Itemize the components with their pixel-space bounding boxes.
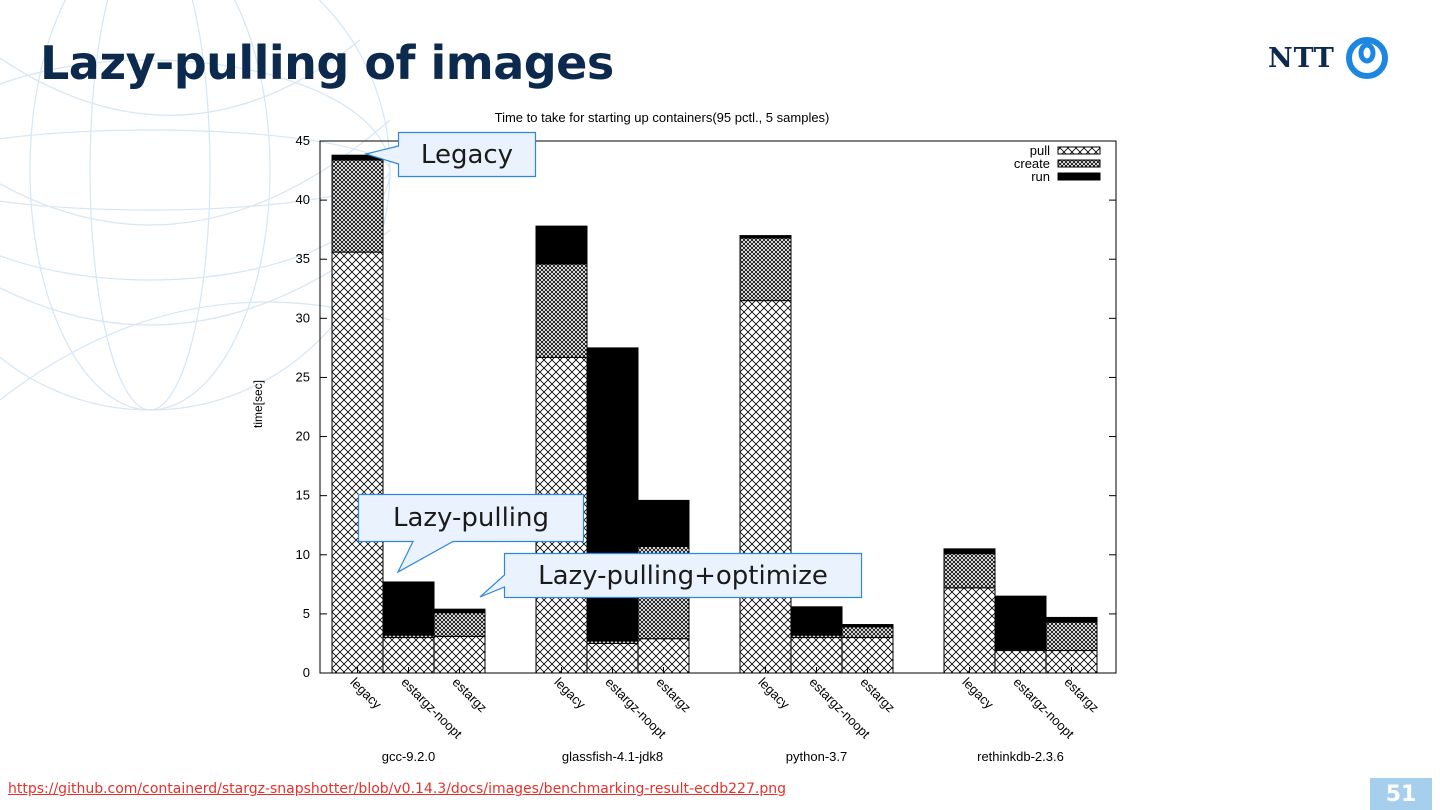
bar-segment-run bbox=[433, 608, 486, 614]
legend-swatch-pull bbox=[1057, 146, 1101, 155]
bar-segment-create bbox=[331, 159, 384, 253]
y-tick-label: 0 bbox=[303, 665, 310, 680]
y-tick-label: 35 bbox=[296, 251, 310, 266]
bar-segment-pull bbox=[739, 300, 792, 674]
ntt-ring-icon bbox=[1345, 37, 1388, 79]
bar-segment-create bbox=[943, 553, 996, 589]
legend-label: run bbox=[1031, 169, 1050, 184]
y-tick-label: 40 bbox=[296, 192, 310, 207]
callout-lazy-pulling-text: Lazy-pulling bbox=[392, 503, 549, 533]
y-tick-label: 20 bbox=[296, 429, 310, 444]
legend-swatch-create bbox=[1057, 159, 1101, 168]
slide-title: Lazy-pulling of images bbox=[40, 36, 614, 90]
callout-lazy-pulling-optimize-text: Lazy-pulling+optimize bbox=[538, 560, 828, 591]
legend-swatch-run bbox=[1057, 172, 1101, 181]
page-number-badge: 51 bbox=[1370, 778, 1432, 810]
x-tick-label: legacy bbox=[347, 675, 385, 713]
bar-segment-create bbox=[433, 612, 486, 637]
y-tick-label: 15 bbox=[296, 488, 310, 503]
y-tick-label: 25 bbox=[296, 369, 310, 384]
plot-frame bbox=[319, 140, 1117, 674]
group-label: gcc-9.2.0 bbox=[382, 749, 435, 764]
x-tick-label: legacy bbox=[551, 675, 589, 713]
startup-time-chart: Time to take for starting up containers(… bbox=[251, 110, 1117, 764]
logo-text: NTT bbox=[1268, 42, 1335, 74]
bar-segment-create bbox=[841, 626, 894, 639]
bar-segment-pull bbox=[331, 251, 384, 674]
x-tick-label: estargz bbox=[857, 675, 898, 716]
legend-label: pull bbox=[1030, 143, 1050, 158]
bar-segment-run bbox=[637, 499, 690, 548]
bar-segment-run bbox=[535, 225, 588, 265]
callout-legacy-text: Legacy bbox=[420, 139, 514, 170]
y-tick-label: 5 bbox=[303, 606, 310, 621]
bar-segment-pull bbox=[943, 587, 996, 674]
x-tick-label: legacy bbox=[959, 675, 997, 713]
bar-segment-run bbox=[1045, 616, 1098, 623]
y-tick-label: 30 bbox=[296, 310, 310, 325]
x-tick-label: estargz bbox=[449, 675, 490, 716]
x-tick-label: legacy bbox=[755, 675, 793, 713]
bar-segment-run bbox=[382, 581, 435, 636]
group-label: rethinkdb-2.3.6 bbox=[977, 749, 1064, 764]
bar-segment-run bbox=[739, 235, 792, 239]
y-tick-label: 45 bbox=[296, 133, 310, 148]
callout-lazy-pulling-optimize: Lazy-pulling+optimize bbox=[479, 552, 863, 599]
x-tick-label: estargz bbox=[1061, 675, 1102, 716]
callout-legacy: Legacy bbox=[363, 131, 537, 178]
ntt-logo: NTT bbox=[1268, 36, 1389, 80]
bar-segment-run bbox=[943, 548, 996, 555]
source-link[interactable]: https://github.com/containerd/stargz-sna… bbox=[8, 781, 786, 797]
chart-title: Time to take for starting up containers(… bbox=[495, 110, 830, 125]
y-tick-label: 10 bbox=[296, 547, 310, 562]
bar-segment-create bbox=[535, 263, 588, 358]
bar-segment-run bbox=[841, 624, 894, 628]
bar-segment-run bbox=[790, 606, 843, 636]
y-axis-label: time[sec] bbox=[251, 380, 265, 428]
group-label: python-3.7 bbox=[786, 749, 847, 764]
x-tick-label: estargz bbox=[653, 675, 694, 716]
bar-segment-create bbox=[1045, 621, 1098, 652]
legend-label: create bbox=[1014, 156, 1050, 171]
group-label: glassfish-4.1-jdk8 bbox=[562, 749, 663, 764]
bar-segment-run bbox=[994, 595, 1047, 650]
callout-lazy-pulling: Lazy-pulling bbox=[357, 493, 585, 574]
bar-segment-create bbox=[739, 237, 792, 302]
